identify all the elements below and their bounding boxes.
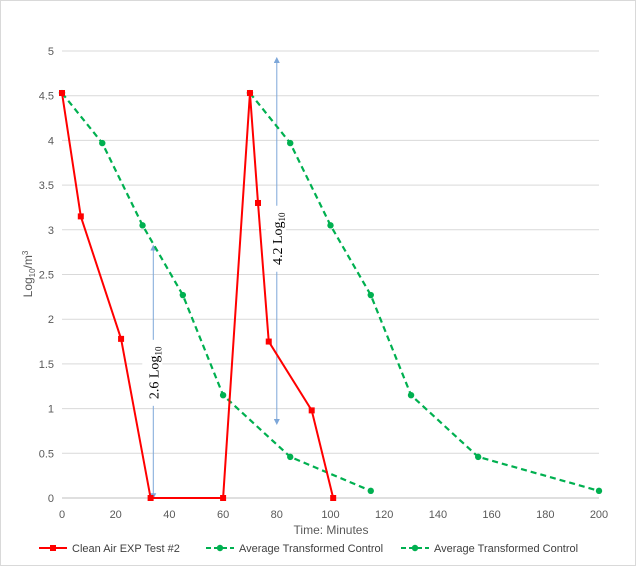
y-axis-title-mid: /m: [21, 255, 35, 268]
series-line-2: [61, 92, 372, 492]
legend-marker-3: [411, 544, 419, 552]
y-tick-label-6: 3: [48, 225, 54, 237]
point-s1-3: [118, 335, 125, 342]
annotations: [150, 56, 280, 500]
point-s1-1: [59, 90, 65, 97]
point-s2-5: [219, 391, 227, 399]
y-tick-label-4: 2: [48, 314, 54, 326]
x-tick-label-3: 60: [217, 509, 229, 521]
x-tick-label-0: 0: [59, 509, 65, 521]
point-s3-5: [407, 391, 415, 399]
x-axis-title: Time: Minutes: [294, 523, 369, 537]
point-s3-7: [595, 487, 603, 495]
point-s1-10: [330, 495, 337, 501]
y-tick-label-10: 5: [48, 46, 54, 58]
x-tick-label-10: 200: [590, 509, 608, 521]
legend-label-1: Clean Air EXP Test #2: [72, 543, 180, 555]
point-s1-4: [147, 495, 154, 501]
y-tick-label-9: 4.5: [39, 91, 54, 103]
y-tick-label-7: 3.5: [39, 180, 54, 192]
point-s1-6: [246, 90, 253, 97]
series: [58, 89, 603, 501]
y-axis-title: Log10/m3: [21, 250, 37, 297]
legend-label-2: Average Transformed Control: [239, 543, 383, 555]
y-tick-label-5: 2.5: [39, 270, 54, 282]
axes: 0 0.5 1 1.5 2 2.5 3 3.5 4 4.5 5 0 20 40 60 80 100 120 140 1…: [39, 46, 608, 521]
legend-label-3: Average Transformed Control: [434, 543, 578, 555]
legend: Clean Air EXP Test #2 Average Transformed…: [39, 543, 578, 555]
annotation-label-subscript-1: 10: [153, 346, 163, 356]
point-s1-9: [308, 407, 315, 414]
annotation-label-base-1: 2.6 Log: [147, 356, 162, 400]
y-tick-label-0: 0: [48, 493, 54, 505]
x-tick-label-8: 160: [482, 509, 500, 521]
x-tick-label-7: 140: [429, 509, 447, 521]
point-s3-4: [367, 291, 374, 299]
annotation-label-subscript-2: 10: [277, 212, 287, 222]
annotation-label-1: 2.6 Log10: [147, 346, 163, 399]
x-tick-label-5: 100: [321, 509, 339, 521]
annotation-label-group-1: 2.6 Log10: [142, 339, 163, 406]
series-line-1: [61, 92, 335, 499]
y-tick-label-2: 1: [48, 404, 54, 416]
y-axis-title-superscript: 3: [21, 250, 30, 255]
y-tick-label-8: 4: [48, 135, 54, 147]
y-axis-title-base: Log: [21, 277, 35, 297]
point-s2-2: [99, 139, 106, 147]
annotation-label-2: 4.2 Log10: [271, 212, 287, 265]
point-s1-2: [77, 213, 84, 220]
point-s2-4: [179, 291, 187, 299]
y-axis-title-subscript: 10: [28, 268, 37, 277]
point-s2-6: [287, 453, 294, 461]
legend-marker-1: [50, 545, 56, 551]
annotation-label-bg-1: [142, 339, 163, 406]
point-s2-7: [367, 487, 374, 495]
x-tick-label-2: 40: [163, 509, 175, 521]
point-s3-6: [474, 453, 482, 461]
x-tick-label-1: 20: [110, 509, 122, 521]
x-tick-label-4: 80: [271, 509, 283, 521]
point-s3-3: [327, 222, 334, 229]
x-tick-label-9: 180: [536, 509, 554, 521]
point-s1-8: [265, 338, 272, 345]
x-tick-label-6: 120: [375, 509, 393, 521]
point-s1-7: [255, 199, 262, 206]
point-s3-2: [287, 139, 294, 147]
annotation-label-base-2: 4.2 Log: [271, 221, 286, 265]
series-line-3: [249, 92, 600, 492]
annotation-label-group-2: 4.2 Log10: [265, 205, 287, 272]
point-s1-5: [220, 495, 227, 501]
y-tick-label-1: 0.5: [39, 448, 54, 460]
y-tick-label-3: 1.5: [39, 359, 54, 371]
point-s2-3: [139, 222, 146, 229]
annotation-label-bg-2: [265, 205, 286, 272]
legend-marker-2: [216, 544, 224, 552]
